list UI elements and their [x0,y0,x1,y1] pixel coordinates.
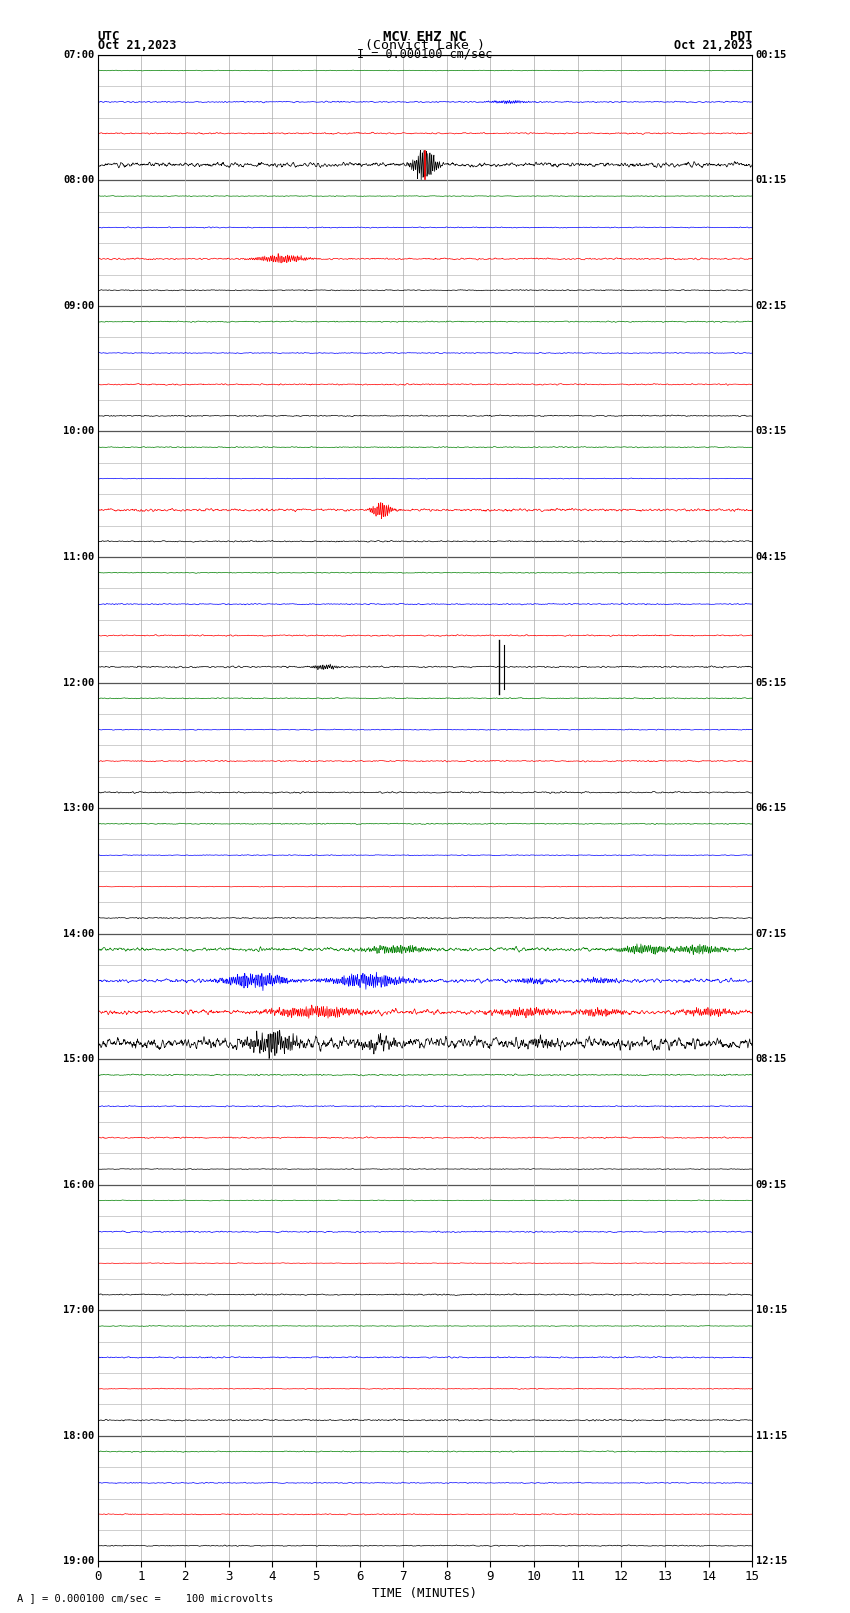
Text: 18:00: 18:00 [63,1431,94,1440]
Text: UTC: UTC [98,31,120,44]
Text: 17:00: 17:00 [63,1305,94,1315]
Text: 08:00: 08:00 [63,176,94,185]
Text: 10:00: 10:00 [63,426,94,437]
Text: Oct 21,2023: Oct 21,2023 [674,39,752,52]
Text: 07:00: 07:00 [63,50,94,60]
Text: MCV EHZ NC: MCV EHZ NC [383,31,467,44]
Text: 04:15: 04:15 [756,552,787,561]
Text: A ] = 0.000100 cm/sec =    100 microvolts: A ] = 0.000100 cm/sec = 100 microvolts [17,1594,273,1603]
Text: 10:15: 10:15 [756,1305,787,1315]
Text: I = 0.000100 cm/sec: I = 0.000100 cm/sec [357,47,493,61]
Text: 15:00: 15:00 [63,1055,94,1065]
Text: 09:00: 09:00 [63,302,94,311]
Text: 13:00: 13:00 [63,803,94,813]
Text: 08:15: 08:15 [756,1055,787,1065]
Text: 07:15: 07:15 [756,929,787,939]
Text: PDT: PDT [730,31,752,44]
Text: 03:15: 03:15 [756,426,787,437]
Text: 00:15: 00:15 [756,50,787,60]
Text: 12:00: 12:00 [63,677,94,687]
Text: (Convict Lake ): (Convict Lake ) [365,39,485,52]
Text: 09:15: 09:15 [756,1179,787,1190]
Text: 16:00: 16:00 [63,1179,94,1190]
X-axis label: TIME (MINUTES): TIME (MINUTES) [372,1587,478,1600]
Text: 14:00: 14:00 [63,929,94,939]
Text: 01:15: 01:15 [756,176,787,185]
Text: 11:15: 11:15 [756,1431,787,1440]
Text: 19:00: 19:00 [63,1557,94,1566]
Text: 02:15: 02:15 [756,302,787,311]
Text: 06:15: 06:15 [756,803,787,813]
Text: 05:15: 05:15 [756,677,787,687]
Text: 11:00: 11:00 [63,552,94,561]
Text: Oct 21,2023: Oct 21,2023 [98,39,176,52]
Text: 12:15: 12:15 [756,1557,787,1566]
